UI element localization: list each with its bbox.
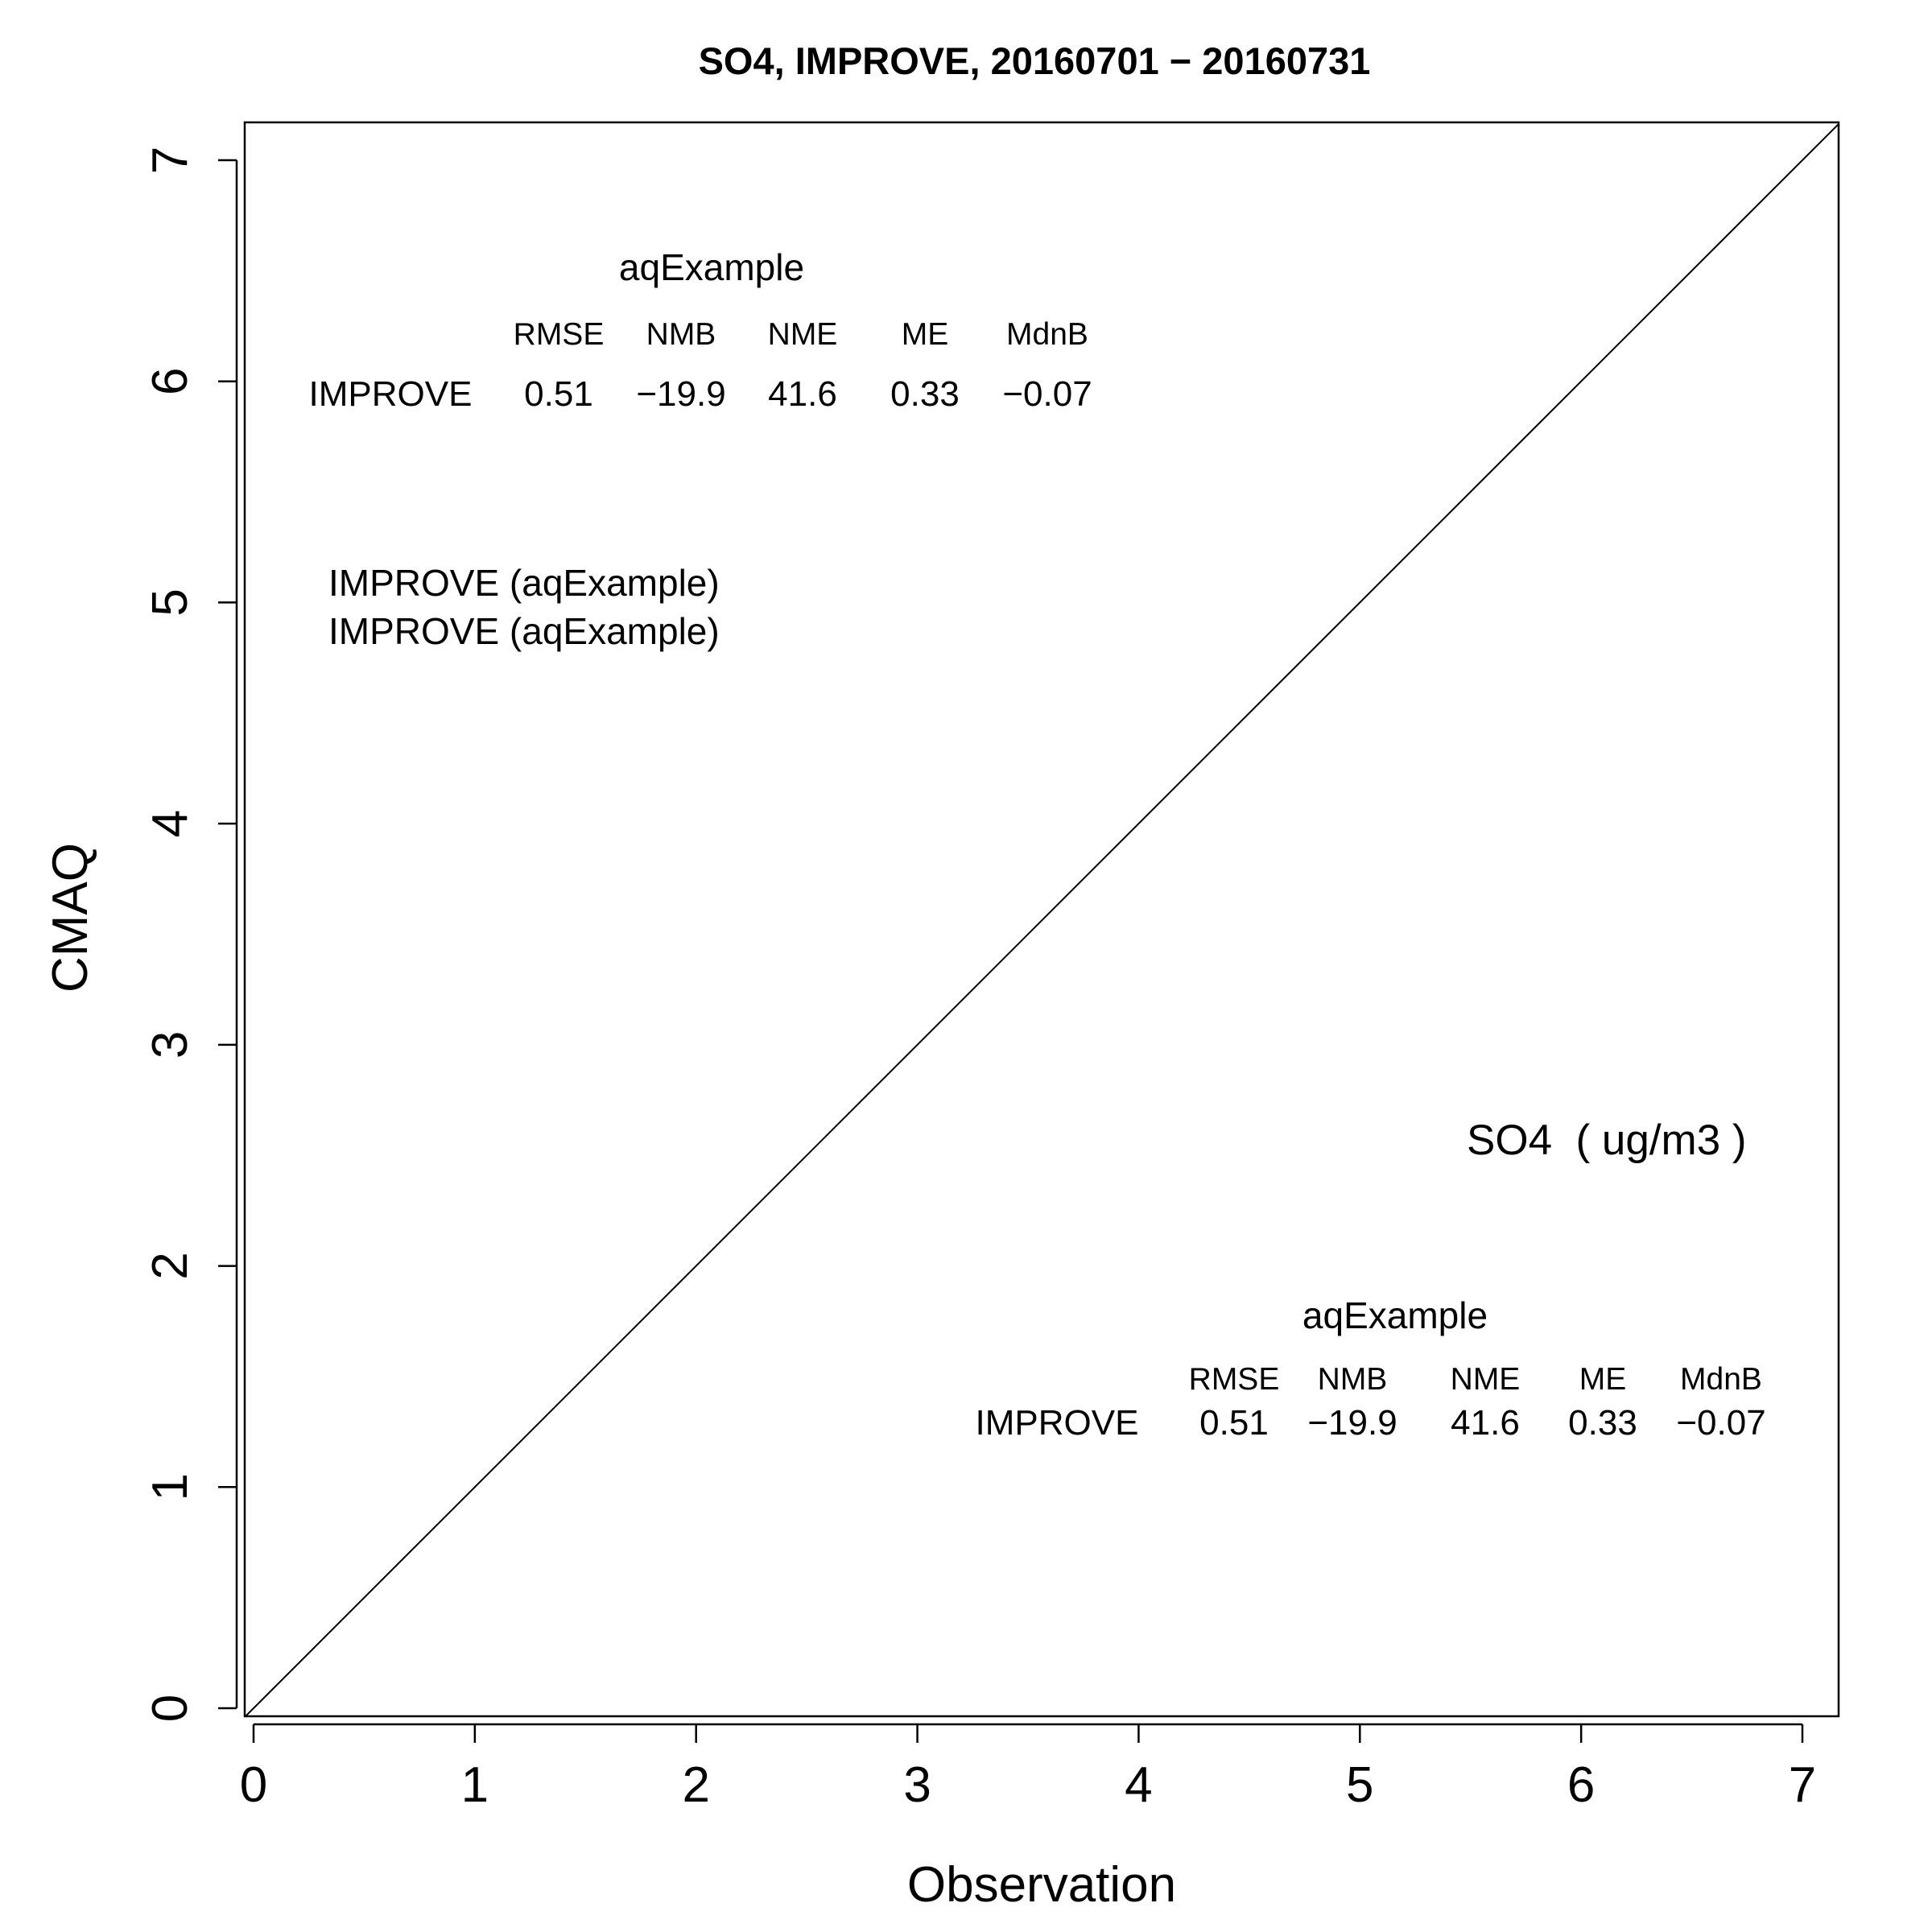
stats-col-header: ME (1579, 1362, 1627, 1397)
y-tick-label: 5 (142, 588, 198, 616)
stats-col-header: RMSE (1189, 1362, 1280, 1397)
legend: IMPROVE (aqExample) IMPROVE (aqExample) (328, 562, 720, 652)
legend-entry: IMPROVE (aqExample) (328, 562, 720, 604)
stats-col-header: RMSE (514, 317, 605, 352)
stats-value: −0.07 (1002, 374, 1092, 414)
stats-col-header: NME (768, 317, 838, 352)
stats-col-header: NMB (646, 317, 716, 352)
x-tick-label: 2 (682, 1757, 709, 1813)
stats-table-upper: aqExample RMSE NMB NME ME MdnB IMPROVE 0… (309, 246, 1092, 414)
stats-value: 41.6 (1451, 1403, 1520, 1443)
x-tick-label: 7 (1789, 1757, 1816, 1813)
species-units-label: SO4 ( ug/m3 ) (1467, 1117, 1747, 1164)
one-to-one-line (245, 123, 1839, 1717)
stats-value: −19.9 (1307, 1403, 1397, 1443)
y-tick-label: 2 (142, 1252, 198, 1279)
y-axis: 0 1 2 3 4 5 6 7 (142, 147, 238, 1722)
stats-value: 0.33 (890, 374, 960, 414)
stats-value: 41.6 (768, 374, 837, 414)
stats-table-lower: aqExample RMSE NMB NME ME MdnB IMPROVE 0… (976, 1294, 1766, 1443)
stats-run-name: aqExample (1302, 1294, 1488, 1336)
x-tick-label: 0 (240, 1757, 267, 1813)
chart-title: SO4, IMPROVE, 20160701 − 20160731 (699, 39, 1371, 82)
x-tick-label: 1 (461, 1757, 489, 1813)
x-tick-label: 6 (1567, 1757, 1595, 1813)
stats-value: −19.9 (636, 374, 725, 414)
y-axis-label: CMAQ (43, 843, 98, 993)
stats-row-network: IMPROVE (976, 1403, 1139, 1443)
x-tick-label: 3 (903, 1757, 931, 1813)
stats-col-header: NMB (1318, 1362, 1388, 1397)
x-tick-label: 4 (1125, 1757, 1152, 1813)
y-tick-label: 4 (142, 810, 198, 837)
y-tick-label: 3 (142, 1031, 198, 1059)
stats-col-header: ME (902, 317, 949, 352)
y-tick-label: 7 (142, 147, 198, 174)
stats-value: 0.51 (1199, 1403, 1269, 1443)
y-tick-label: 0 (142, 1695, 198, 1722)
x-axis: 0 1 2 3 4 5 6 7 (240, 1723, 1816, 1813)
plot-frame (243, 121, 1840, 1718)
stats-col-header: NME (1451, 1362, 1521, 1397)
stats-row-network: IMPROVE (309, 374, 473, 414)
stats-value: −0.07 (1676, 1403, 1765, 1443)
x-axis-label: Observation (907, 1857, 1176, 1913)
stats-col-header: MdnB (1680, 1362, 1762, 1397)
stats-value: 0.51 (524, 374, 593, 414)
stats-run-name: aqExample (619, 246, 804, 288)
stats-col-header: MdnB (1006, 317, 1088, 352)
stats-value: 0.33 (1568, 1403, 1637, 1443)
y-tick-label: 6 (142, 367, 198, 394)
legend-entry: IMPROVE (aqExample) (328, 610, 720, 652)
x-tick-label: 5 (1346, 1757, 1373, 1813)
y-tick-label: 1 (142, 1473, 198, 1501)
